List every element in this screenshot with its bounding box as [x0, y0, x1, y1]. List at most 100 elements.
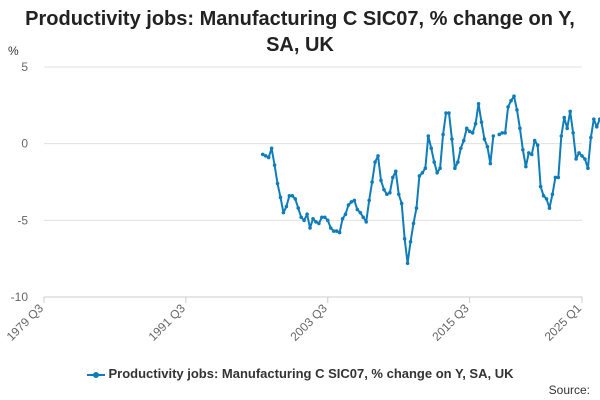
data-point: [402, 236, 407, 241]
data-point: [364, 220, 369, 224]
data-point: [559, 134, 564, 138]
x-tick-label: 2025 Q1: [542, 301, 585, 344]
data-point: [331, 229, 336, 233]
data-point: [479, 120, 484, 124]
data-point: [278, 195, 283, 200]
x-tick-label: 2015 Q3: [429, 301, 472, 344]
data-point: [592, 117, 596, 121]
data-point: [515, 108, 519, 112]
data-point: [334, 229, 339, 233]
data-point: [500, 131, 504, 135]
data-point: [355, 207, 360, 212]
data-point: [432, 160, 437, 164]
data-point: [337, 230, 342, 235]
data-point: [456, 160, 460, 164]
data-point: [361, 215, 366, 220]
data-point: [476, 102, 481, 106]
y-tick-label: -5: [17, 213, 28, 227]
data-point: [503, 131, 507, 135]
legend[interactable]: Productivity jobs: Manufacturing C SIC07…: [0, 366, 600, 381]
data-point: [281, 210, 286, 215]
data-point: [571, 131, 575, 135]
data-point: [597, 117, 600, 121]
data-point: [275, 181, 280, 186]
data-point: [547, 206, 552, 210]
data-point: [550, 192, 555, 197]
data-point: [556, 175, 561, 180]
data-point: [541, 194, 546, 198]
data-point: [393, 169, 398, 174]
data-point: [420, 171, 425, 175]
data-point: [589, 135, 593, 140]
data-point: [441, 132, 445, 137]
data-point: [488, 161, 493, 166]
series-layer: [260, 94, 600, 266]
data-point: [444, 111, 448, 115]
data-point: [311, 217, 315, 221]
data-point: [382, 187, 386, 192]
data-point: [580, 154, 584, 158]
data-point: [583, 157, 587, 161]
data-point: [417, 174, 422, 178]
data-point: [574, 157, 578, 161]
data-point: [287, 194, 292, 198]
data-point: [461, 138, 466, 143]
data-point: [453, 166, 457, 170]
data-point: [296, 206, 301, 210]
data-point: [512, 94, 516, 98]
data-point: [497, 132, 502, 137]
data-point: [346, 203, 351, 207]
data-point: [521, 148, 525, 152]
data-point: [429, 146, 434, 151]
data-point: [568, 109, 572, 114]
x-tick-label: 1991 Q3: [146, 301, 189, 344]
y-axis-unit-label: %: [8, 44, 19, 58]
chart-title: Productivity jobs: Manufacturing C SIC07…: [25, 8, 575, 56]
data-point: [473, 121, 478, 126]
data-point: [435, 171, 439, 175]
data-point: [447, 111, 451, 115]
data-point: [299, 215, 303, 220]
data-point: [328, 226, 333, 230]
data-point: [305, 212, 309, 216]
data-point: [317, 221, 321, 226]
data-point: [414, 206, 419, 210]
source-label: Source:: [548, 383, 590, 397]
data-point: [370, 180, 374, 184]
data-point: [379, 178, 383, 183]
data-point: [293, 197, 298, 201]
data-point: [577, 151, 581, 155]
data-point: [526, 151, 531, 155]
data-point: [391, 175, 395, 180]
y-tick-label: 0: [21, 137, 28, 151]
data-point: [482, 137, 487, 141]
data-point: [323, 215, 327, 220]
data-point: [284, 204, 289, 209]
data-point: [529, 152, 534, 157]
data-point: [544, 197, 549, 201]
data-point: [450, 137, 454, 141]
x-tick-label: 1979 Q3: [4, 301, 47, 344]
data-point: [314, 220, 318, 224]
data-point: [260, 152, 265, 157]
data-point: [467, 129, 472, 134]
data-point: [376, 154, 380, 158]
data-point: [263, 154, 268, 158]
data-point: [586, 166, 590, 170]
data-point: [518, 126, 522, 131]
data-point: [396, 192, 401, 197]
grid-lines: [44, 66, 582, 221]
data-point: [302, 218, 306, 223]
data-point: [399, 201, 404, 206]
data-point: [438, 166, 442, 170]
data-point: [459, 146, 463, 151]
data-point: [343, 212, 348, 216]
data-point: [290, 194, 295, 198]
data-point: [358, 210, 363, 215]
data-point: [470, 131, 475, 135]
data-point: [308, 226, 312, 230]
x-tick-label: 2003 Q3: [287, 301, 330, 344]
data-point: [565, 126, 570, 131]
data-point: [538, 184, 543, 189]
